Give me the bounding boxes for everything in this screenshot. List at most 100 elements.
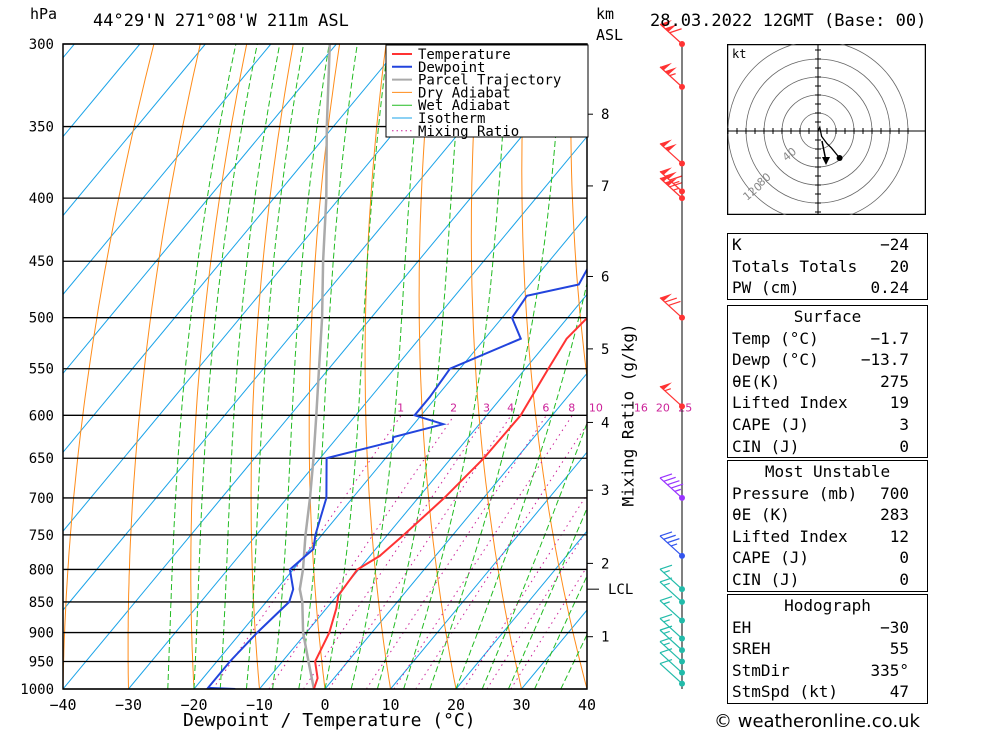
wind-barb-flag: [659, 531, 673, 537]
surface-value: −13.7: [860, 350, 909, 370]
legend-label: Dewpoint: [418, 60, 485, 76]
wind-barb-flag: [659, 625, 673, 631]
temperature-tick-label: −10: [246, 696, 273, 714]
mixing-ratio-line: [510, 565, 587, 689]
wind-barb-halfflag: [664, 388, 671, 392]
wet-adiabat-line: [298, 44, 358, 689]
temperature-tick-label: −20: [180, 696, 207, 714]
dry-adiabat-line: [570, 44, 587, 381]
credit-link[interactable]: © weatheronline.co.uk: [714, 711, 920, 732]
most-unstable-value: 0: [899, 548, 909, 568]
wind-barb-flag: [669, 182, 682, 188]
wind-barb-halfflag: [663, 601, 670, 605]
wet-adiabat-line: [534, 574, 587, 689]
wind-barb-pennant: [660, 167, 672, 175]
wind-barb: [659, 564, 685, 593]
legend-label: Dry Adiabat: [418, 85, 511, 101]
wind-barb-column: [659, 20, 685, 689]
surface-label: CAPE (J): [732, 414, 810, 434]
wind-barb: [659, 382, 685, 410]
unit-hpa-label: hPa: [30, 5, 58, 23]
pressure-tick-label: 800: [29, 562, 54, 578]
wet-adiabat-line: [507, 507, 587, 689]
most-unstable-row: CAPE (J) 0: [728, 547, 927, 569]
wind-barb-pennant: [664, 67, 677, 75]
wind-barb-flag: [669, 175, 682, 181]
wind-barb: [659, 625, 685, 654]
wind-barb-staff: [659, 629, 683, 651]
wind-barb-halfflag: [663, 582, 670, 586]
pressure-tick-label: 550: [29, 362, 54, 378]
most-unstable-row: CIN (J) 0: [728, 569, 927, 591]
wind-barb-pennant: [664, 178, 677, 186]
wind-barb-flag: [659, 659, 673, 665]
wind-barb-staff: [659, 535, 683, 557]
wind-barb: [659, 595, 685, 624]
surface-value: 19: [889, 393, 909, 413]
wind-barb-flag: [663, 534, 676, 540]
mixing-ratio-label: 16: [634, 401, 648, 414]
wind-barb: [659, 648, 685, 676]
hodo-unit-label: kt: [732, 47, 746, 61]
wind-barb-flag: [659, 636, 673, 643]
dry-adiabat-line: [250, 44, 294, 689]
wind-barb: [659, 577, 685, 605]
mixing-ratio-axis-label: Mixing Ratio (g/kg): [618, 323, 638, 507]
most-unstable-panel: Most Unstable Pressure (mb) 700 θE (K) 283 L…: [727, 460, 928, 592]
dry-adiabat-line: [990, 44, 1000, 689]
wind-barb-flag: [659, 577, 673, 583]
legend-label: Wet Adiabat: [418, 98, 511, 114]
isotherm-line: [63, 44, 272, 296]
temperature-tick-label: 10: [381, 696, 399, 714]
wind-barb-pennant: [660, 293, 672, 302]
km-tick-label: 6: [601, 269, 609, 285]
plot-border: [62, 43, 588, 690]
surface-row: Lifted Index 19: [728, 392, 927, 414]
wind-barb-staff: [659, 652, 683, 674]
hodograph-title: Hodograph: [784, 596, 871, 615]
legend-label: Parcel Trajectory: [418, 73, 561, 89]
location-title: 44°29'N 271°08'W 211m ASL: [93, 11, 349, 31]
temperature-tick-label: 20: [447, 696, 465, 714]
mixing-ratio-line: [268, 415, 455, 689]
profile-series: [205, 44, 587, 689]
wind-barb-staff: [659, 477, 683, 499]
index-row: K −24: [728, 234, 927, 256]
km-tick-label: 5: [601, 342, 609, 358]
wet-adiabat-line: [429, 44, 564, 689]
index-value: 0.24: [870, 278, 909, 298]
surface-row: CAPE (J) 3: [728, 414, 927, 436]
surface-row: Temp (°C) −1.7: [728, 328, 927, 350]
pressure-tick-label: 1000: [20, 682, 54, 698]
most-unstable-label: Lifted Index: [732, 526, 848, 546]
wind-barb: [659, 659, 685, 687]
wind-barb-flag: [669, 28, 682, 34]
hodograph-row: SREH 55: [728, 638, 927, 660]
km-tick-label: 1: [601, 630, 609, 646]
mixing-ratio-label: 6: [542, 401, 549, 414]
pressure-tick-label: 300: [29, 37, 54, 53]
hodograph-label: StmDir: [732, 660, 790, 680]
most-unstable-row: θE (K) 283: [728, 504, 927, 526]
temperature-tick-label: 40: [578, 696, 596, 714]
wet-adiabat-line: [245, 44, 305, 689]
mixing-ratio-line: [393, 415, 573, 689]
wind-barb-halfflag: [673, 180, 680, 185]
indices-panel: K −24 Totals Totals 20 PW (cm) 0.24: [727, 233, 928, 300]
wind-barb-flag: [663, 476, 676, 482]
dewpoint-line: [205, 267, 587, 689]
mixing-ratio-line: [328, 415, 512, 689]
temperature-tick-label: −40: [49, 696, 76, 714]
pressure-tick-label: 900: [29, 626, 54, 642]
wind-barb: [659, 636, 685, 665]
wind-barb-halfflag: [670, 543, 678, 547]
wind-barb: [659, 139, 685, 167]
hodograph-label: StmSpd (kt): [732, 682, 838, 702]
isotherm-line: [63, 44, 534, 611]
legend-box: [385, 44, 589, 138]
wind-barb-pennant: [660, 62, 672, 71]
wind-barb-flag: [659, 473, 673, 479]
surface-row: Dewp (°C) −13.7: [728, 349, 927, 371]
hodo-axes: [727, 45, 925, 214]
